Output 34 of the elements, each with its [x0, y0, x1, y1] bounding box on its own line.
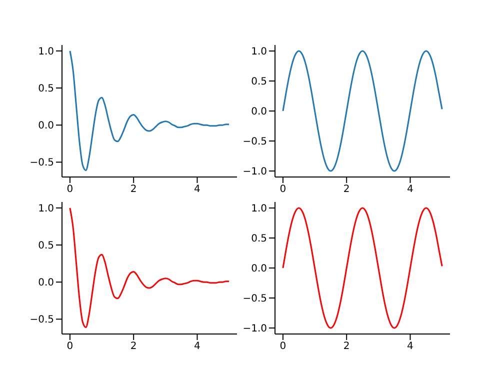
x-tick-label: 4 [407, 341, 414, 352]
y-tick-label: 1.0 [38, 46, 54, 58]
x-tick-label: 2 [343, 184, 350, 196]
y-tick-label: −1.0 [242, 324, 267, 335]
y-tick-label: 0.0 [251, 106, 267, 118]
y-tick-label: 0.0 [38, 120, 54, 132]
y-tick-label: 0.0 [38, 278, 54, 289]
x-tick-label: 0 [66, 184, 74, 196]
y-tick-label: 1.0 [38, 203, 54, 214]
x-tick-label: 0 [66, 341, 74, 352]
x-tick-label: 2 [343, 341, 350, 352]
y-tick-label: 1.0 [251, 46, 267, 58]
y-tick-label: −0.5 [242, 294, 267, 305]
line-series [282, 50, 443, 172]
y-tick-label: 1.0 [251, 204, 267, 215]
y-tick-label: −0.5 [30, 158, 54, 169]
x-tick-label: 0 [280, 184, 286, 196]
x-tick-label: 4 [407, 184, 414, 196]
y-tick-label: 0.5 [251, 76, 267, 88]
x-tick-label: 4 [194, 341, 200, 352]
line-series [69, 207, 230, 328]
y-tick-label: −0.5 [242, 136, 267, 148]
y-tick-label: 0.5 [38, 240, 54, 252]
x-tick-label: 2 [130, 341, 137, 352]
line-series [69, 50, 230, 172]
y-tick-label: 0.5 [251, 234, 267, 245]
y-tick-label: 0.0 [251, 264, 267, 275]
y-tick-label: −0.5 [30, 314, 54, 326]
x-tick-label: 2 [130, 184, 137, 196]
line-series [282, 207, 443, 329]
x-tick-label: 0 [280, 341, 286, 352]
y-tick-label: −1.0 [242, 166, 267, 178]
x-tick-label: 4 [194, 184, 200, 196]
y-tick-label: 0.5 [38, 84, 54, 95]
